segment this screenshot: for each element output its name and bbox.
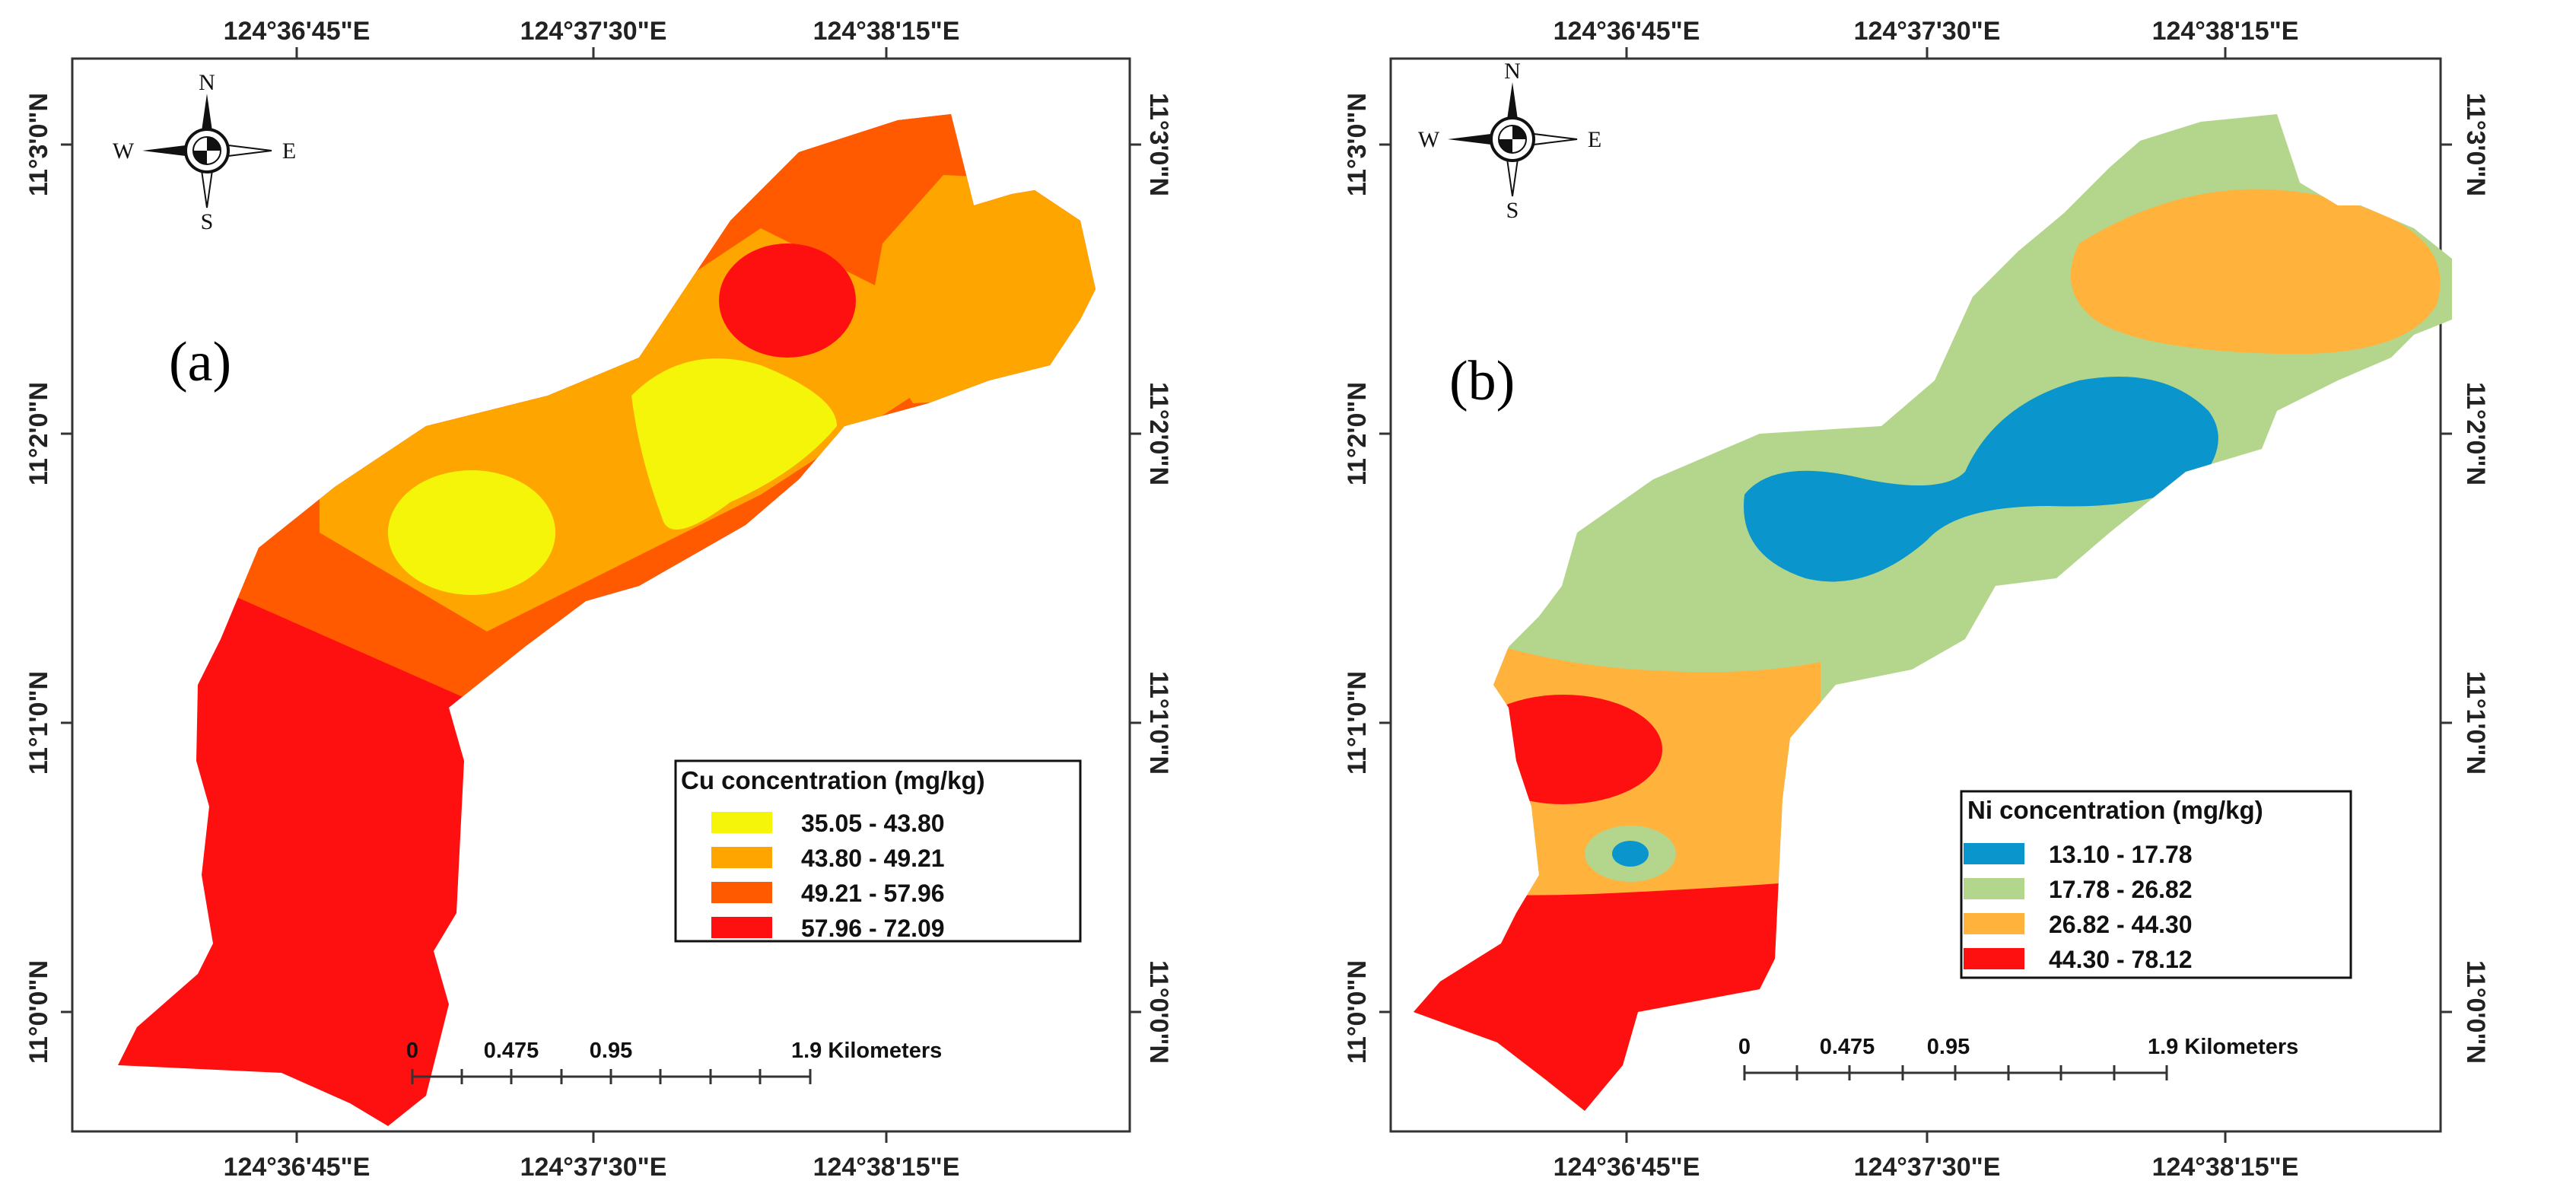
- left-tick-label: 11°3'0"N: [24, 93, 53, 196]
- legend-item-label: 35.05 - 43.80: [801, 810, 945, 837]
- left-tick-label: 11°0'0"N: [1343, 960, 1372, 1064]
- legend-b: Ni concentration (mg/kg) 13.10 - 17.78 1…: [1960, 790, 2352, 979]
- panel-label-a: (a): [169, 331, 231, 393]
- right-tick-label: 11°0'0"N: [1144, 960, 1173, 1064]
- bottom-tick-label: 124°38'15"E: [813, 1153, 960, 1182]
- map-a-svg: 124°36'45"E 124°37'30"E 124°38'15"E 124°…: [24, 17, 1173, 1182]
- left-tick-label: 11°2'0"N: [1343, 382, 1372, 485]
- scale-bar-a: 0 0.475 0.95 1.9 Kilometers: [406, 1039, 942, 1084]
- scale-label: 0.95: [1927, 1035, 1970, 1059]
- cu-zone-yellow-1: [388, 470, 555, 595]
- legend-swatch: [1964, 878, 2024, 899]
- compass-n: N: [1504, 59, 1521, 84]
- right-tick-label: 11°1'0"N: [1144, 671, 1173, 775]
- cu-zone-red-hotspot: [719, 243, 856, 358]
- cu-zone-orange-east: [867, 175, 1096, 403]
- legend-title: Cu concentration (mg/kg): [681, 766, 985, 794]
- map-panel-b: 124°36'45"E 124°37'30"E 124°38'15"E 124°…: [1288, 0, 2576, 1190]
- cu-zones: [118, 114, 1096, 1126]
- right-tick-label: 11°3'0"N: [2461, 93, 2490, 196]
- top-tick-label: 124°38'15"E: [2152, 17, 2299, 46]
- scale-label: 0.475: [484, 1039, 539, 1063]
- north-arrow-icon: N S E W: [1418, 59, 1601, 223]
- scale-label: 1.9 Kilometers: [791, 1039, 942, 1063]
- top-tick-label: 124°37'30"E: [1854, 17, 2001, 46]
- compass-w: W: [1418, 127, 1440, 152]
- map-panel-a: 124°36'45"E 124°37'30"E 124°38'15"E 124°…: [24, 17, 1173, 1182]
- scale-label: 0: [1738, 1035, 1751, 1059]
- bottom-tick-label: 124°38'15"E: [2152, 1153, 2299, 1182]
- left-tick-label: 11°3'0"N: [1343, 93, 1372, 196]
- scale-bar-b: 0 0.475 0.95 1.9 Kilometers: [1738, 1035, 2298, 1080]
- map-frame-b: [1389, 57, 2442, 1133]
- legend-swatch: [1964, 948, 2024, 969]
- ni-zones: [1414, 114, 2452, 1111]
- legend-item-label: 26.82 - 44.30: [2049, 911, 2193, 938]
- panel-label-b: (b): [1449, 350, 1515, 412]
- compass-e: E: [1588, 127, 1601, 152]
- right-tick-label: 11°3'0"N: [1144, 93, 1173, 196]
- scale-label: 0: [406, 1039, 418, 1063]
- legend-item-label: 44.30 - 78.12: [2049, 946, 2193, 973]
- ni-zone-blue-dot: [1612, 841, 1649, 867]
- legend-swatch: [711, 847, 772, 868]
- legend-item-label: 13.10 - 17.78: [2049, 841, 2193, 868]
- north-arrow-icon: N S E W: [113, 70, 296, 234]
- legend-item-label: 57.96 - 72.09: [801, 915, 945, 942]
- ni-zone-orange-east: [2070, 189, 2441, 355]
- ni-zone-red-blob: [1465, 695, 1662, 804]
- compass-w: W: [113, 138, 135, 164]
- ni-zone-red-south: [1414, 883, 1790, 1111]
- left-tick-label: 11°2'0"N: [24, 382, 53, 485]
- bottom-tick-label: 124°36'45"E: [224, 1153, 370, 1182]
- ni-zone-blue-center: [1744, 377, 2218, 582]
- bottom-tick-label: 124°37'30"E: [1854, 1153, 2001, 1182]
- legend-swatch: [1964, 843, 2024, 864]
- right-tick-label: 11°2'0"N: [2461, 382, 2490, 485]
- legend-title: Ni concentration (mg/kg): [1967, 796, 2263, 824]
- left-tick-label: 11°1'0"N: [24, 671, 53, 775]
- compass-e: E: [282, 138, 296, 164]
- legend-swatch: [711, 917, 772, 938]
- top-tick-label: 124°36'45"E: [224, 17, 370, 46]
- map-frame-a: [71, 57, 1131, 1133]
- compass-s: S: [201, 209, 214, 234]
- map-b-svg: 124°36'45"E 124°37'30"E 124°38'15"E 124°…: [1343, 17, 2490, 1182]
- legend-swatch: [1964, 913, 2024, 934]
- legend-swatch: [711, 882, 772, 903]
- top-tick-label: 124°36'45"E: [1554, 17, 1700, 46]
- left-tick-label: 11°0'0"N: [24, 960, 53, 1064]
- right-tick-label: 11°2'0"N: [1144, 382, 1173, 485]
- legend-item-label: 17.78 - 26.82: [2049, 876, 2193, 903]
- legend-item-label: 49.21 - 57.96: [801, 880, 945, 907]
- bottom-tick-label: 124°37'30"E: [520, 1153, 667, 1182]
- top-tick-label: 124°38'15"E: [813, 17, 960, 46]
- right-tick-label: 11°0'0"N: [2461, 960, 2490, 1064]
- legend-a: Cu concentration (mg/kg) 35.05 - 43.80 4…: [674, 759, 1082, 943]
- scale-label: 1.9 Kilometers: [2148, 1035, 2298, 1059]
- scale-label: 0.95: [590, 1039, 632, 1063]
- top-tick-label: 124°37'30"E: [520, 17, 667, 46]
- bottom-tick-label: 124°36'45"E: [1554, 1153, 1700, 1182]
- left-tick-label: 11°1'0"N: [1343, 671, 1372, 775]
- compass-s: S: [1506, 198, 1519, 223]
- legend-item-label: 43.80 - 49.21: [801, 845, 945, 872]
- frame-ticks-a: [61, 47, 1141, 1143]
- legend-swatch: [711, 812, 772, 833]
- compass-n: N: [199, 70, 215, 95]
- right-tick-label: 11°1'0"N: [2461, 671, 2490, 775]
- frame-ticks-b: [1379, 47, 2452, 1143]
- scale-label: 0.475: [1820, 1035, 1875, 1059]
- cu-zone-yellow-2: [631, 358, 837, 530]
